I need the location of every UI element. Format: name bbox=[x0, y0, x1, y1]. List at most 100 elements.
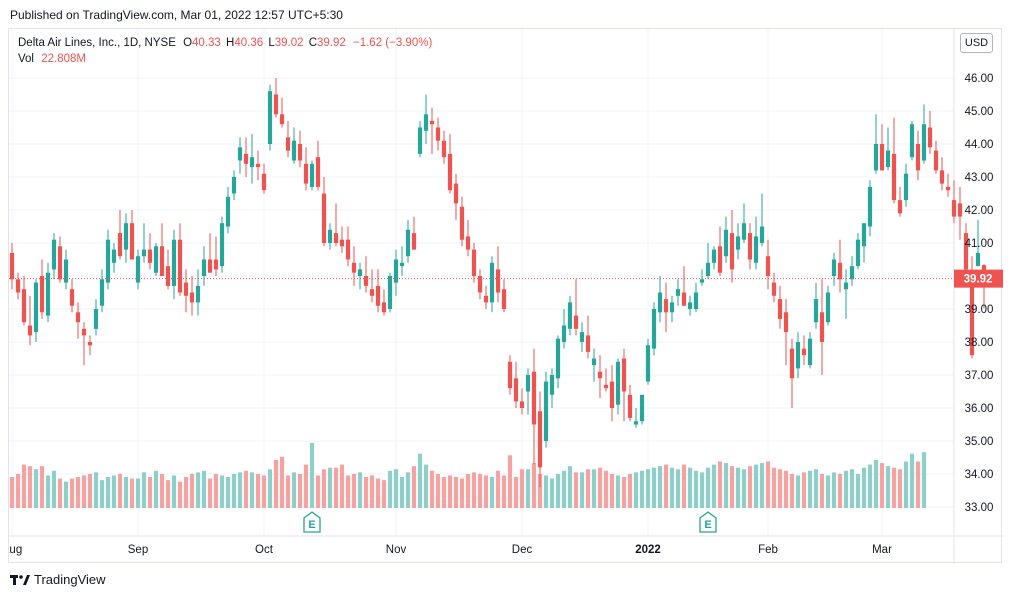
candle-body bbox=[105, 239, 111, 283]
volume-bar bbox=[615, 475, 621, 508]
candle-body bbox=[213, 259, 219, 270]
candle-body bbox=[267, 91, 273, 144]
chart-frame[interactable]: 46.0045.0044.0043.0042.0041.0040.0039.00… bbox=[8, 28, 1003, 564]
legend-high-label: H bbox=[226, 37, 235, 49]
volume-bar bbox=[663, 464, 669, 508]
candle-body bbox=[39, 276, 45, 313]
volume-bar bbox=[501, 475, 507, 508]
published-caption: Published on TradingView.com, Mar 01, 20… bbox=[10, 8, 343, 22]
candle-body bbox=[915, 144, 921, 171]
candle-body bbox=[567, 302, 573, 329]
volume-bar bbox=[477, 473, 483, 508]
volume-bar bbox=[21, 464, 27, 508]
candle-body bbox=[507, 361, 513, 389]
earnings-marker[interactable]: E bbox=[699, 511, 717, 533]
y-tick-label: 35.00 bbox=[965, 436, 994, 448]
candle-body bbox=[303, 163, 309, 184]
volume-bar bbox=[579, 472, 585, 508]
tradingview-brand-text: TradingView bbox=[34, 572, 106, 587]
candle-body bbox=[351, 262, 357, 273]
candle-body bbox=[795, 342, 801, 369]
volume-bar bbox=[537, 473, 543, 508]
candle-body bbox=[261, 173, 267, 191]
y-tick-label: 36.00 bbox=[965, 403, 994, 415]
volume-bar bbox=[687, 467, 693, 508]
volume-bar bbox=[903, 461, 909, 508]
candle-body bbox=[399, 262, 405, 267]
volume-bar bbox=[531, 463, 537, 508]
candle-body bbox=[141, 249, 147, 257]
candle-body bbox=[831, 259, 837, 276]
x-tick-label: Oct bbox=[255, 544, 274, 556]
candle-body bbox=[57, 246, 63, 280]
candle-body bbox=[75, 312, 81, 323]
volume-bar bbox=[879, 463, 885, 508]
candle-body bbox=[453, 183, 459, 204]
candle-body bbox=[879, 144, 885, 171]
candle-body bbox=[429, 120, 435, 125]
volume-bar bbox=[189, 473, 195, 508]
volume-bar bbox=[591, 469, 597, 508]
candle-body bbox=[525, 375, 531, 392]
volume-bar bbox=[381, 480, 387, 508]
earnings-marker[interactable]: E bbox=[303, 511, 321, 533]
volume-bar bbox=[585, 469, 591, 508]
candlestick-chart[interactable]: 46.0045.0044.0043.0042.0041.0040.0039.00… bbox=[9, 29, 1003, 564]
candle-body bbox=[957, 203, 963, 217]
candle-body bbox=[531, 371, 537, 425]
legend-close-value: 39.92 bbox=[317, 37, 346, 49]
volume-bar bbox=[105, 477, 111, 508]
candle-body bbox=[681, 292, 687, 306]
y-tick-label: 45.00 bbox=[965, 106, 994, 118]
candle-body bbox=[921, 124, 927, 161]
volume-bar bbox=[261, 475, 267, 508]
volume-bar bbox=[141, 472, 147, 508]
volume-bar bbox=[333, 467, 339, 508]
volume-bar bbox=[291, 472, 297, 508]
candle-body bbox=[519, 401, 525, 408]
volume-bar bbox=[231, 473, 237, 508]
volume-bar bbox=[759, 463, 765, 508]
volume-bar bbox=[201, 470, 207, 508]
volume-bar bbox=[909, 453, 915, 508]
x-tick-label: Dec bbox=[512, 544, 533, 556]
candle-body bbox=[963, 233, 969, 270]
candle-body bbox=[15, 279, 21, 293]
tradingview-logo[interactable]: TradingView bbox=[10, 572, 106, 587]
candle-body bbox=[789, 348, 795, 379]
candle-body bbox=[375, 285, 381, 306]
candle-body bbox=[81, 328, 87, 336]
volume-bar bbox=[177, 481, 183, 508]
volume-bar bbox=[441, 477, 447, 508]
volume-bar bbox=[831, 472, 837, 508]
y-tick-label: 43.00 bbox=[965, 172, 994, 184]
y-tick-label: 34.00 bbox=[965, 469, 994, 481]
volume-bar bbox=[483, 475, 489, 508]
volume-bar bbox=[861, 467, 867, 508]
legend-change: −1.62 (−3.90%) bbox=[353, 37, 433, 49]
volume-bar bbox=[459, 478, 465, 508]
candle-body bbox=[123, 223, 129, 250]
candle-body bbox=[201, 259, 207, 276]
candle-body bbox=[723, 229, 729, 257]
volume-bar bbox=[771, 467, 777, 508]
legend-symbol: Delta Air Lines, Inc., 1D, NYSE bbox=[18, 37, 176, 49]
y-tick-label: 39.00 bbox=[965, 304, 994, 316]
y-tick-label: 42.00 bbox=[965, 205, 994, 217]
volume-bar bbox=[279, 456, 285, 508]
candle-body bbox=[603, 384, 609, 389]
candle-body bbox=[627, 394, 633, 418]
volume-bar bbox=[717, 461, 723, 508]
candle-body bbox=[297, 144, 303, 161]
volume-bar bbox=[753, 464, 759, 508]
candle-body bbox=[819, 312, 825, 342]
volume-bar bbox=[435, 473, 441, 508]
candle-body bbox=[255, 163, 261, 168]
candle-body bbox=[33, 282, 39, 333]
volume-bar bbox=[273, 459, 279, 508]
candle-body bbox=[759, 226, 765, 243]
candle-body bbox=[147, 249, 153, 263]
volume-bar bbox=[129, 478, 135, 508]
currency-selector[interactable]: USD bbox=[960, 33, 993, 53]
volume-bar bbox=[813, 469, 819, 508]
